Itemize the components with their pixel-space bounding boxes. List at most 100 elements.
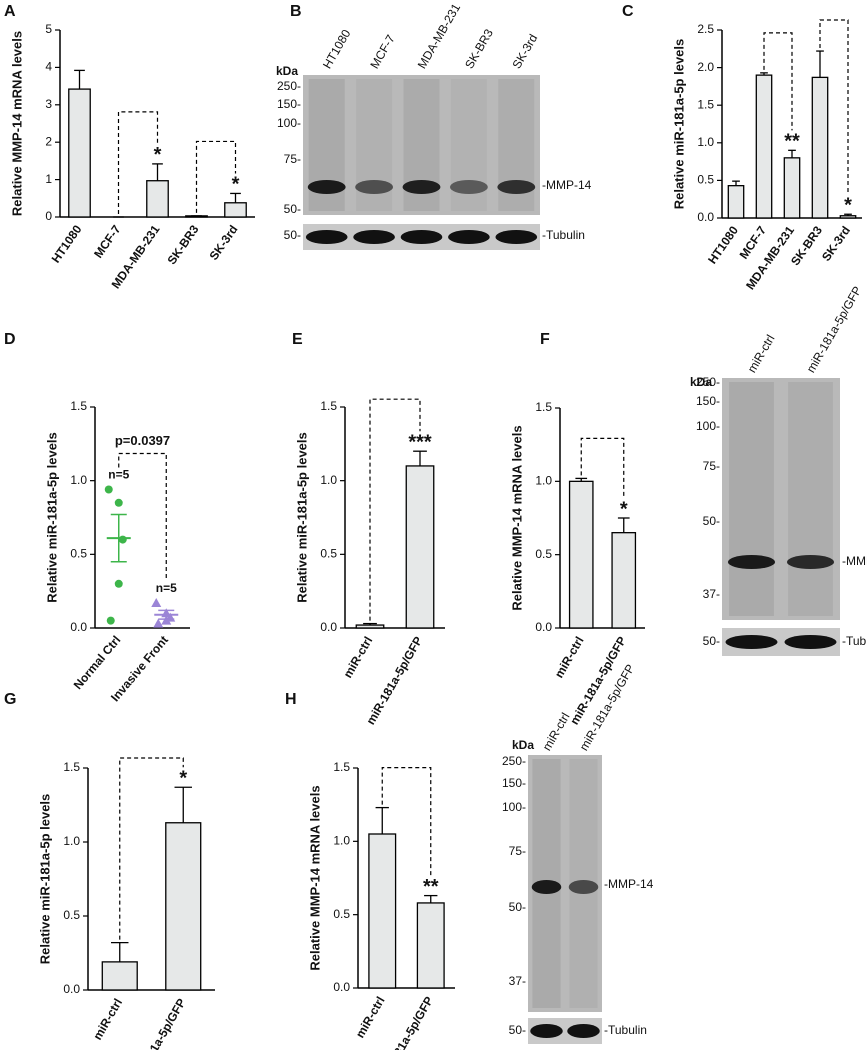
x-tick-label: MCF-7 — [91, 222, 124, 260]
y-tick-label: 1.5 — [320, 399, 337, 413]
marker-label: 75- — [509, 844, 526, 858]
y-tick-label: 1.5 — [697, 97, 714, 111]
tubulin-band — [725, 635, 778, 649]
y-tick-label: 2.0 — [697, 60, 714, 74]
band-label: -Tubulin — [842, 634, 867, 648]
x-tick-label: miR-ctrl — [552, 634, 587, 680]
y-axis-label: Relative MMP-14 mRNA levels — [307, 785, 322, 970]
kda-label: kDa — [276, 64, 298, 78]
significance: *** — [408, 431, 432, 453]
data-point — [106, 616, 115, 625]
y-axis-label: Relative miR-181a-5p levels — [294, 432, 309, 603]
panel-letter: C — [622, 3, 634, 20]
significance: ** — [423, 876, 439, 898]
bar — [68, 88, 91, 218]
panel-letter: H — [285, 691, 297, 708]
y-tick-label: 1.0 — [63, 834, 80, 848]
bar — [101, 961, 138, 991]
marker-label: 50- — [284, 202, 301, 216]
mmp14-band — [568, 880, 599, 894]
x-tick-label: SK-BR3 — [164, 222, 201, 267]
data-point — [161, 615, 172, 625]
y-tick-label: 1.0 — [535, 474, 552, 488]
comparison-bracket — [195, 140, 237, 213]
tubulin-band — [567, 1024, 600, 1038]
y-tick-label: 1.0 — [333, 834, 350, 848]
y-tick-label: 0.0 — [535, 620, 552, 634]
bar — [355, 624, 385, 629]
y-tick-label: 2 — [45, 134, 52, 148]
comparison-bracket — [369, 398, 421, 621]
lane-smear — [788, 382, 833, 616]
bar — [146, 180, 169, 218]
bar — [811, 76, 829, 219]
data-point — [104, 485, 113, 494]
bar — [405, 465, 435, 629]
x-tick-label: HT1080 — [705, 223, 741, 266]
y-tick-label: 0 — [45, 209, 52, 223]
marker-label: 150- — [277, 97, 301, 111]
marker-label: 50- — [509, 900, 526, 914]
panel-letter: A — [4, 3, 16, 20]
y-tick-label: 1.0 — [697, 135, 714, 149]
marker-label: 100- — [696, 419, 720, 433]
y-axis-label: Relative miR-181a-5p levels — [671, 39, 686, 210]
y-tick-label: 0.0 — [70, 620, 87, 634]
data-point — [153, 618, 164, 628]
marker-label: 150- — [696, 394, 720, 408]
comparison-bracket — [119, 757, 184, 940]
kda-label: kDa — [512, 738, 534, 752]
lane-smear — [729, 382, 774, 616]
significance: * — [620, 498, 628, 520]
comparison-bracket — [763, 32, 793, 131]
panel-letter: G — [4, 691, 16, 708]
y-tick-label: 1.5 — [63, 760, 80, 774]
kda-label: kDa — [690, 375, 712, 389]
panel-letter: F — [540, 331, 550, 348]
y-tick-label: 0.0 — [333, 980, 350, 994]
x-tick-label: miR-ctrl — [353, 994, 388, 1040]
marker-label: 75- — [284, 152, 301, 166]
band-label: -Tubulin — [542, 228, 585, 242]
panel-letter: E — [292, 331, 303, 348]
bar — [783, 157, 801, 219]
significance: * — [179, 768, 187, 790]
x-tick-label: miR-181a-5p/GFP — [364, 634, 426, 727]
bar — [755, 74, 773, 219]
panel-letter: B — [290, 3, 302, 20]
bar — [368, 833, 397, 989]
marker-label: 50- — [703, 514, 720, 528]
y-axis-label: Relative MMP-14 mRNA levels — [509, 425, 524, 610]
mmp14-band — [497, 180, 536, 194]
y-axis-label: Relative miR-181a-5p levels — [37, 794, 52, 965]
legend-label: n=5 — [108, 468, 129, 482]
lane-label: SK-BR3 — [462, 26, 496, 71]
x-tick-label: SK-3rd — [819, 224, 853, 264]
marker-label: 37- — [509, 974, 526, 988]
marker-label: 50- — [703, 634, 720, 648]
y-tick-label: 2.5 — [697, 22, 714, 36]
blot-membrane — [722, 378, 840, 620]
mmp14-band — [449, 180, 488, 194]
y-tick-label: 1.5 — [70, 399, 87, 413]
y-tick-label: 4 — [45, 60, 52, 74]
lane-label: miR-ctrl — [540, 710, 573, 753]
data-point — [114, 579, 123, 588]
y-axis-label: Relative miR-181a-5p levels — [44, 432, 59, 603]
data-point — [151, 597, 162, 607]
y-tick-label: 1.0 — [70, 473, 87, 487]
bar — [568, 480, 594, 629]
y-tick-label: 0.0 — [63, 982, 80, 996]
marker-label: 37- — [703, 587, 720, 601]
band-label: -Tubulin — [604, 1023, 647, 1037]
tubulin-band — [495, 230, 538, 244]
significance: * — [844, 195, 852, 217]
mmp14-band — [307, 180, 346, 194]
y-tick-label: 0.5 — [320, 547, 337, 561]
x-tick-label: miR-181a-5p/GFP — [127, 996, 189, 1050]
lane-label: MDA-MB-231 — [415, 1, 464, 71]
x-tick-label: HT1080 — [49, 222, 85, 265]
x-tick-label: miR-ctrl — [341, 634, 376, 680]
